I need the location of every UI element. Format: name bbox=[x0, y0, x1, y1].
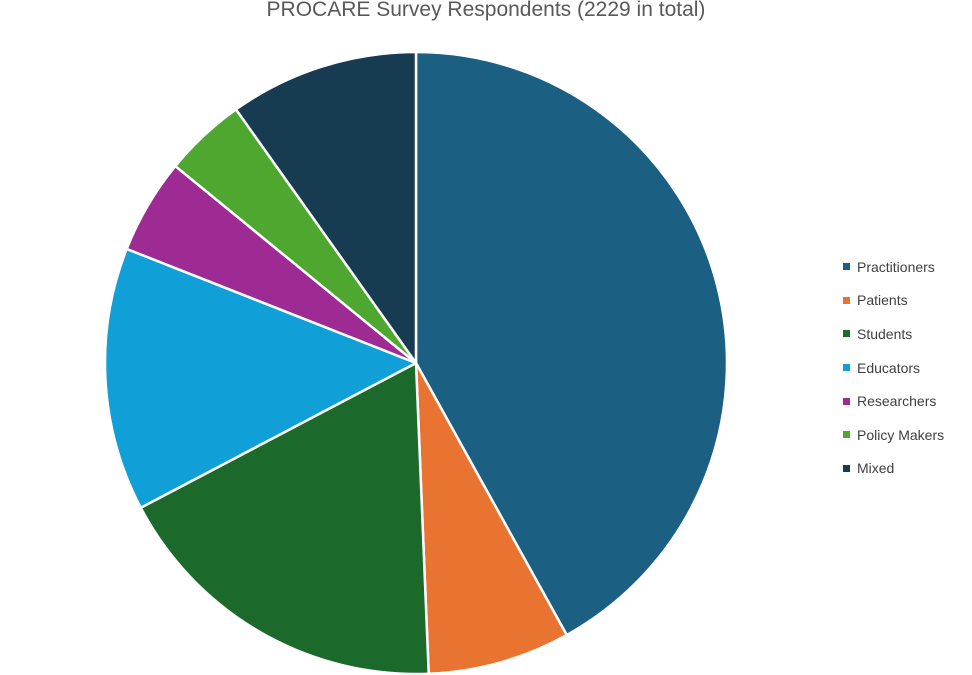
legend-swatch-mixed bbox=[843, 464, 850, 472]
legend-label-educators: Educators bbox=[857, 359, 921, 376]
pie-slice-patients bbox=[414, 361, 568, 675]
legend-item-patients: Patients bbox=[843, 284, 971, 318]
legend-label-policy-makers: Policy Makers bbox=[857, 426, 945, 443]
legend-label-students: Students bbox=[857, 325, 913, 342]
legend-label-mixed: Mixed bbox=[857, 460, 895, 477]
legend-label-practitioners: Practitioners bbox=[857, 258, 935, 275]
pie-slice-mixed bbox=[234, 50, 418, 365]
legend-item-students: Students bbox=[843, 317, 971, 351]
chart-legend: Practitioners Patients Students Educators Re… bbox=[843, 250, 971, 485]
legend-swatch-students bbox=[843, 330, 850, 338]
chart-title: PROCARE Survey Respondents (2229 in tota… bbox=[266, 0, 706, 21]
legend-swatch-researchers bbox=[843, 397, 850, 405]
legend-label-researchers: Researchers bbox=[857, 393, 937, 410]
pie-slice-students bbox=[139, 361, 430, 675]
legend-item-practitioners: Practitioners bbox=[843, 250, 971, 284]
legend-swatch-practitioners bbox=[843, 263, 850, 271]
pie-slice-educators bbox=[103, 247, 418, 510]
pie-slices bbox=[103, 50, 729, 675]
legend-item-mixed: Mixed bbox=[843, 452, 971, 486]
legend-item-policy-makers: Policy Makers bbox=[843, 418, 971, 452]
legend-swatch-policy-makers bbox=[843, 431, 850, 439]
legend-swatch-educators bbox=[843, 364, 850, 372]
legend-swatch-patients bbox=[843, 296, 850, 304]
legend-label-patients: Patients bbox=[857, 292, 908, 309]
legend-item-educators: Educators bbox=[843, 351, 971, 385]
pie-slice-practitioners bbox=[414, 50, 729, 637]
legend-item-researchers: Researchers bbox=[843, 384, 971, 418]
